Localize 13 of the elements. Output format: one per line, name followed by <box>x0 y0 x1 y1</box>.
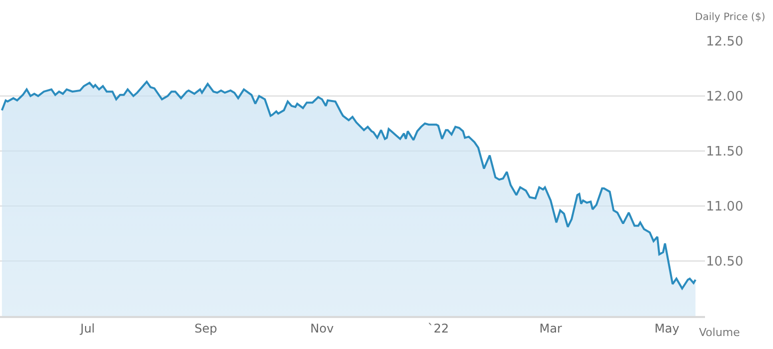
x-tick-label: Jul <box>79 321 95 336</box>
y-tick-label: 11.00 <box>706 200 744 215</box>
y-tick-label: 11.50 <box>706 144 744 160</box>
y-tick-label: 12.00 <box>706 90 744 105</box>
y-axis-title: Daily Price ($) <box>695 12 766 23</box>
x-tick-label: Mar <box>539 321 562 336</box>
y-tick-label: 12.50 <box>706 34 744 50</box>
x-tick-label: May <box>654 321 680 336</box>
text: Volume <box>699 326 740 339</box>
x-tick-label: Nov <box>310 321 334 336</box>
x-tick-label: `22 <box>428 321 449 336</box>
x-tick-label: Sep <box>194 321 218 336</box>
y-tick-label: 10.50 <box>706 254 744 270</box>
